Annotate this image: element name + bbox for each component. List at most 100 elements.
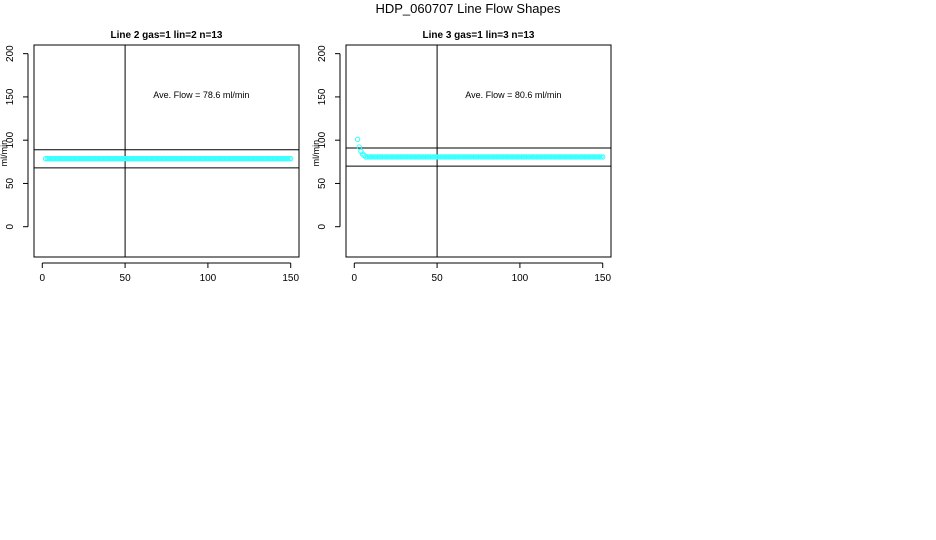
data-point <box>76 156 82 162</box>
data-point <box>533 154 540 160</box>
data-point <box>500 154 507 160</box>
data-point <box>528 154 535 160</box>
data-point <box>72 156 79 162</box>
data-point <box>64 156 70 162</box>
data-point <box>392 154 399 160</box>
data-point <box>454 154 460 160</box>
data-point <box>226 156 233 162</box>
data-point <box>200 156 206 162</box>
y-tick-label: 200 <box>5 45 16 62</box>
data-point <box>568 154 574 160</box>
data-point <box>99 156 105 162</box>
data-point <box>59 156 65 162</box>
data-point <box>172 156 178 162</box>
data-point <box>442 154 449 160</box>
data-point <box>241 156 248 162</box>
data-point <box>576 154 583 160</box>
data-point <box>472 154 478 160</box>
panel-title: Line 3 gas=1 lin=3 n=13 <box>422 30 534 41</box>
data-point <box>195 156 201 162</box>
data-point <box>560 154 566 160</box>
data-point <box>409 154 415 160</box>
data-point <box>109 156 115 162</box>
data-point <box>480 154 487 160</box>
data-point <box>455 154 462 160</box>
data-point <box>386 154 392 160</box>
data-point <box>598 154 604 160</box>
data-point <box>230 156 236 162</box>
data-point <box>278 156 284 162</box>
data-point <box>105 156 112 162</box>
data-point <box>368 154 374 160</box>
data-point <box>566 154 573 160</box>
data-point <box>183 156 190 162</box>
y-tick-label: 200 <box>317 45 328 62</box>
data-point <box>457 154 463 160</box>
data-point <box>147 156 153 162</box>
data-point <box>85 156 92 162</box>
data-point <box>522 154 528 160</box>
x-tick-label: 100 <box>512 273 529 284</box>
data-point <box>583 154 589 160</box>
data-point <box>104 156 110 162</box>
panel-line-2: Line 2 gas=1 lin=2 n=13 0 50 100 150 0 50 100 15… <box>0 30 300 284</box>
y-tick-label: 150 <box>5 88 16 105</box>
data-point <box>122 156 128 162</box>
data-point <box>563 154 569 160</box>
data-point <box>274 156 281 162</box>
data-point <box>61 156 67 162</box>
data-point <box>218 156 224 162</box>
data-point <box>158 156 165 162</box>
data-point <box>52 156 59 162</box>
data-point <box>532 154 538 160</box>
data-point <box>482 154 488 160</box>
data-point <box>215 156 221 162</box>
data-point <box>89 156 95 162</box>
data-point <box>244 156 251 162</box>
data-point <box>356 144 362 150</box>
data-point <box>92 156 98 162</box>
data-point <box>391 154 397 160</box>
data-point <box>444 154 450 160</box>
data-point <box>210 156 216 162</box>
data-point <box>498 154 505 160</box>
data-point <box>140 156 147 162</box>
data-point <box>388 154 394 160</box>
data-point <box>87 156 94 162</box>
data-point <box>170 156 176 162</box>
data-point <box>542 154 548 160</box>
x-tick-label: 0 <box>352 273 358 284</box>
data-point <box>464 154 470 160</box>
data-point <box>571 154 578 160</box>
data-point <box>69 156 75 162</box>
data-point <box>407 154 414 160</box>
data-point <box>432 154 439 160</box>
data-point <box>238 156 244 162</box>
data-point <box>44 156 50 162</box>
data-point <box>188 156 195 162</box>
data-point <box>198 156 204 162</box>
plot-frame <box>345 44 612 258</box>
data-point <box>114 156 120 162</box>
data-point <box>201 156 208 162</box>
data-point <box>251 156 257 162</box>
data-point <box>155 156 161 162</box>
data-point <box>95 156 102 162</box>
data-point <box>371 154 377 160</box>
data-point <box>175 156 181 162</box>
data-point <box>512 154 518 160</box>
data-point <box>479 154 485 160</box>
average-flow-annotation: Ave. Flow = 78.6 ml/min <box>153 90 249 100</box>
data-point <box>581 154 588 160</box>
data-point <box>384 154 391 160</box>
data-point <box>374 154 381 160</box>
data-point <box>575 154 581 160</box>
data-point <box>71 156 77 162</box>
data-point <box>157 156 163 162</box>
data-point <box>67 156 74 162</box>
data-point <box>520 154 526 160</box>
y-tick-label: 0 <box>317 223 328 229</box>
data-point <box>431 154 437 160</box>
data-point <box>414 154 420 160</box>
